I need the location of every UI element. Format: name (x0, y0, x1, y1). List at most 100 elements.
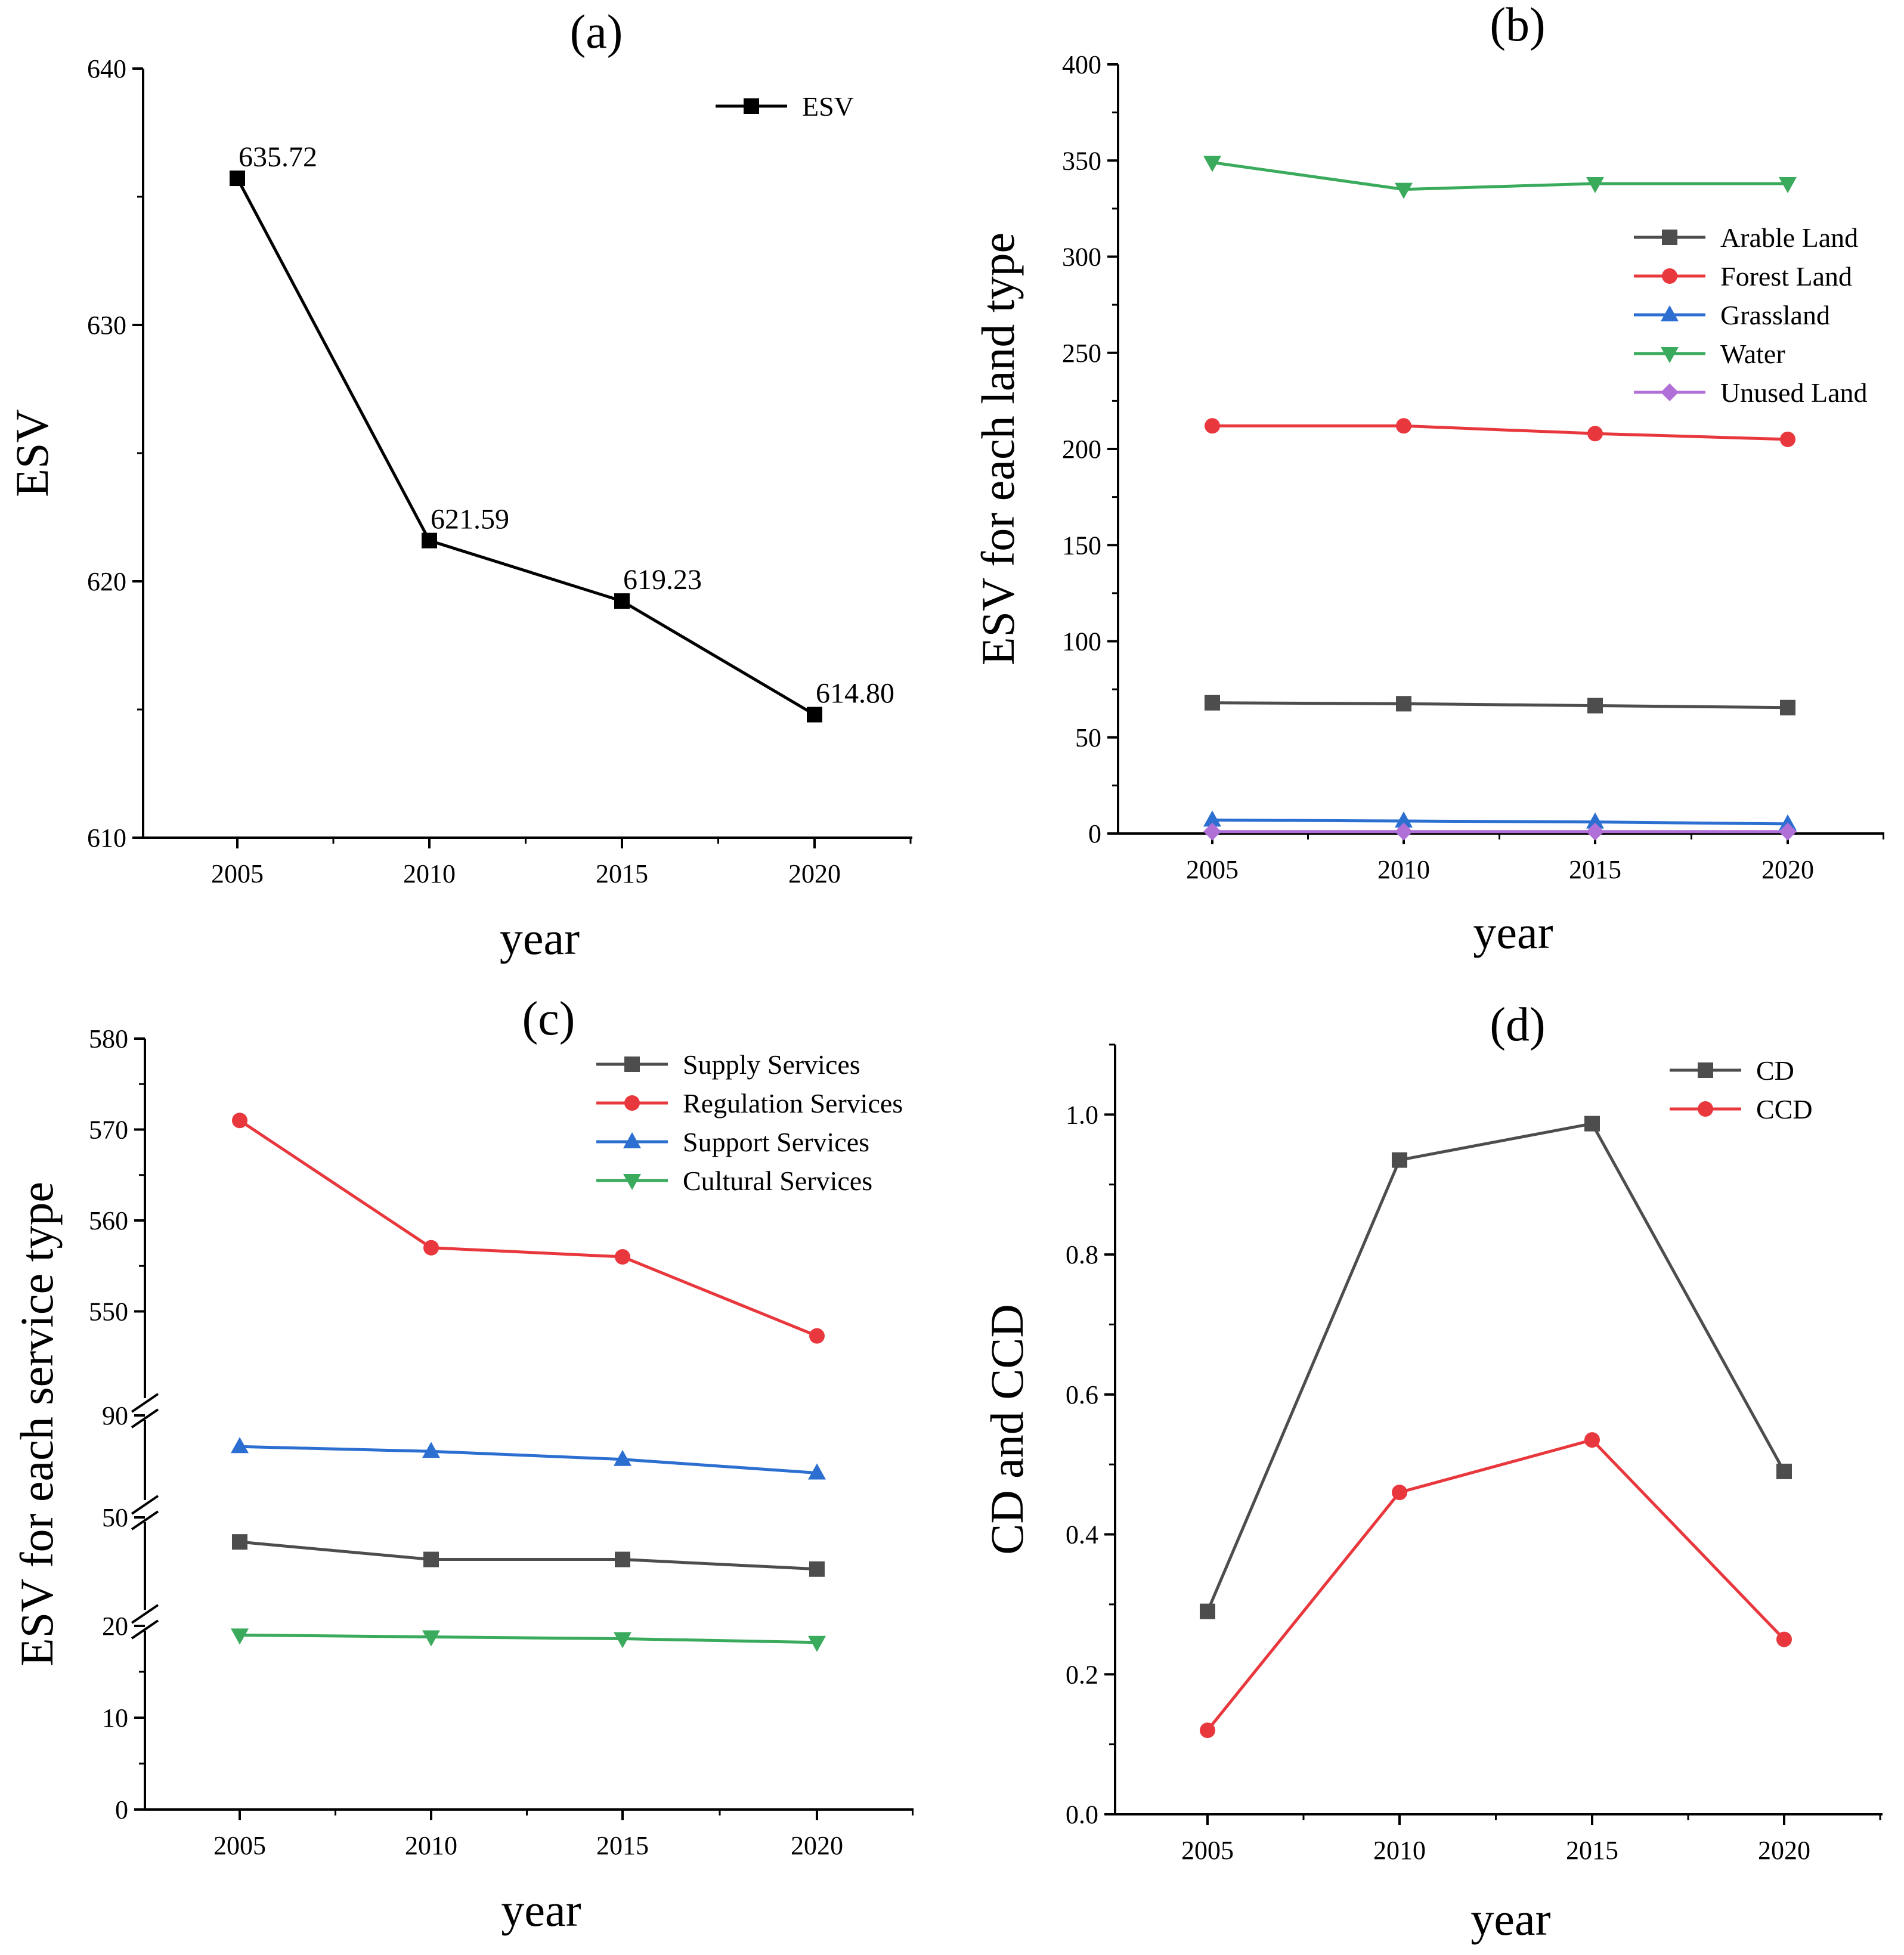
y-tick-label: 0 (115, 1795, 128, 1824)
series-line-ccd (1206, 1438, 1785, 1731)
legend-marker (1661, 347, 1679, 363)
data-point (422, 1630, 440, 1647)
x-axis-label: year (1473, 906, 1553, 958)
data-point (1779, 822, 1797, 841)
legend-label: Arable Land (1720, 222, 1858, 253)
y-tick-label: 20 (102, 1612, 128, 1641)
data-point (1396, 418, 1411, 434)
legend-label: CCD (1756, 1094, 1813, 1124)
data-point (615, 1551, 630, 1567)
y-axis-label: ESV (6, 409, 58, 497)
data-label: 614.80 (816, 678, 894, 709)
series-line-water (1212, 160, 1788, 191)
legend-marker (1698, 1101, 1713, 1117)
y-tick-label: 570 (89, 1116, 128, 1145)
series-line-forest-land (1212, 424, 1788, 441)
data-point (232, 1113, 247, 1129)
y-tick-label: 0.6 (1066, 1380, 1098, 1409)
legend-label: Forest Land (1720, 261, 1852, 292)
legend: ESV (716, 91, 854, 122)
x-tick-label: 2010 (1373, 1836, 1426, 1865)
y-tick-label: 1.0 (1066, 1100, 1098, 1129)
chart-panel-c: 0 10 20 50 90 550 560 570 580 2005 2010 2015 2020 (c)… (11, 993, 914, 1936)
axis-break-mark (131, 1604, 159, 1624)
legend: Supply Services Regulation Services Suppor… (596, 1049, 903, 1196)
x-axis-label: year (501, 1884, 581, 1936)
data-point (423, 1551, 439, 1567)
y-tick-label: 0 (1088, 819, 1101, 848)
data-point (423, 1240, 439, 1256)
x-tick-label: 2005 (211, 859, 264, 888)
data-point (230, 171, 245, 187)
y-tick-label: 550 (89, 1297, 128, 1327)
y-tick-label: 560 (89, 1206, 128, 1235)
data-point (1392, 1485, 1407, 1501)
data-point (1780, 431, 1795, 447)
y-axis-label: ESV for each land type (972, 233, 1024, 665)
series-line-cultural-services (239, 1633, 818, 1644)
data-point (1205, 418, 1220, 434)
series-line-support-services (239, 1445, 818, 1474)
series-line-regulation-services (239, 1119, 818, 1337)
data-point (422, 532, 437, 549)
data-point (1586, 822, 1604, 841)
data-label: 635.72 (239, 141, 317, 173)
legend-marker (1661, 383, 1679, 401)
data-point (1587, 426, 1603, 442)
data-label: 621.59 (431, 504, 509, 535)
data-point (1776, 1463, 1792, 1479)
y-axis-label: CD and CCD (981, 1304, 1033, 1554)
legend-label: ESV (802, 91, 854, 122)
legend-label: Water (1720, 339, 1785, 369)
y-tick-label: 400 (1062, 50, 1101, 79)
panel-title: (b) (1490, 0, 1545, 51)
legend-label: Unused Land (1720, 377, 1868, 408)
panel-title: (a) (570, 6, 623, 58)
panel-title: (c) (522, 993, 575, 1045)
data-point (231, 1628, 249, 1645)
x-axis-label: year (500, 912, 580, 964)
chart-panel-b: 0 50 100 150 200 250 300 350 400 2005 2010 2015 2020… (972, 0, 1884, 958)
y-tick-label: 350 (1062, 146, 1101, 175)
data-point (1779, 814, 1797, 831)
y-tick-label: 90 (102, 1401, 128, 1430)
data-label: 619.23 (623, 564, 702, 596)
data-point (1586, 176, 1604, 193)
y-tick-label: 0.2 (1066, 1660, 1098, 1689)
data-point (614, 593, 630, 609)
legend-marker (624, 1056, 640, 1072)
legend-label: CD (1756, 1055, 1794, 1086)
x-tick-label: 2015 (596, 1831, 649, 1860)
y-tick-label: 50 (102, 1503, 128, 1532)
data-point (614, 1449, 631, 1466)
axis-break-mark (131, 1495, 159, 1515)
x-tick-label: 2020 (1761, 855, 1814, 884)
legend-marker (1698, 1062, 1713, 1078)
legend-marker (624, 1095, 640, 1111)
y-axis-label: ESV for each service type (11, 1182, 63, 1666)
series-line-cd (1206, 1121, 1786, 1612)
y-tick-label: 100 (1062, 627, 1101, 656)
x-tick-label: 2010 (405, 1831, 457, 1860)
legend-label: Cultural Services (683, 1166, 872, 1196)
y-tick-label: 580 (89, 1024, 128, 1054)
data-point (1780, 699, 1795, 715)
legend-label: Support Services (683, 1127, 869, 1157)
data-point (1776, 1631, 1792, 1647)
x-tick-label: 2020 (788, 859, 841, 888)
data-point (808, 1635, 826, 1652)
data-point (1779, 176, 1797, 193)
x-tick-label: 2020 (1758, 1836, 1810, 1865)
data-point (422, 1442, 440, 1458)
data-point (232, 1534, 247, 1550)
data-point (1395, 811, 1413, 828)
x-axis-label: year (1470, 1893, 1550, 1945)
y-tick-label: 620 (87, 567, 126, 596)
data-point (809, 1561, 825, 1577)
data-point (808, 1463, 826, 1480)
data-point (1587, 698, 1603, 714)
data-point (1395, 182, 1413, 199)
y-tick-label: 0.4 (1066, 1520, 1098, 1550)
axis-break-mark (131, 1408, 159, 1429)
